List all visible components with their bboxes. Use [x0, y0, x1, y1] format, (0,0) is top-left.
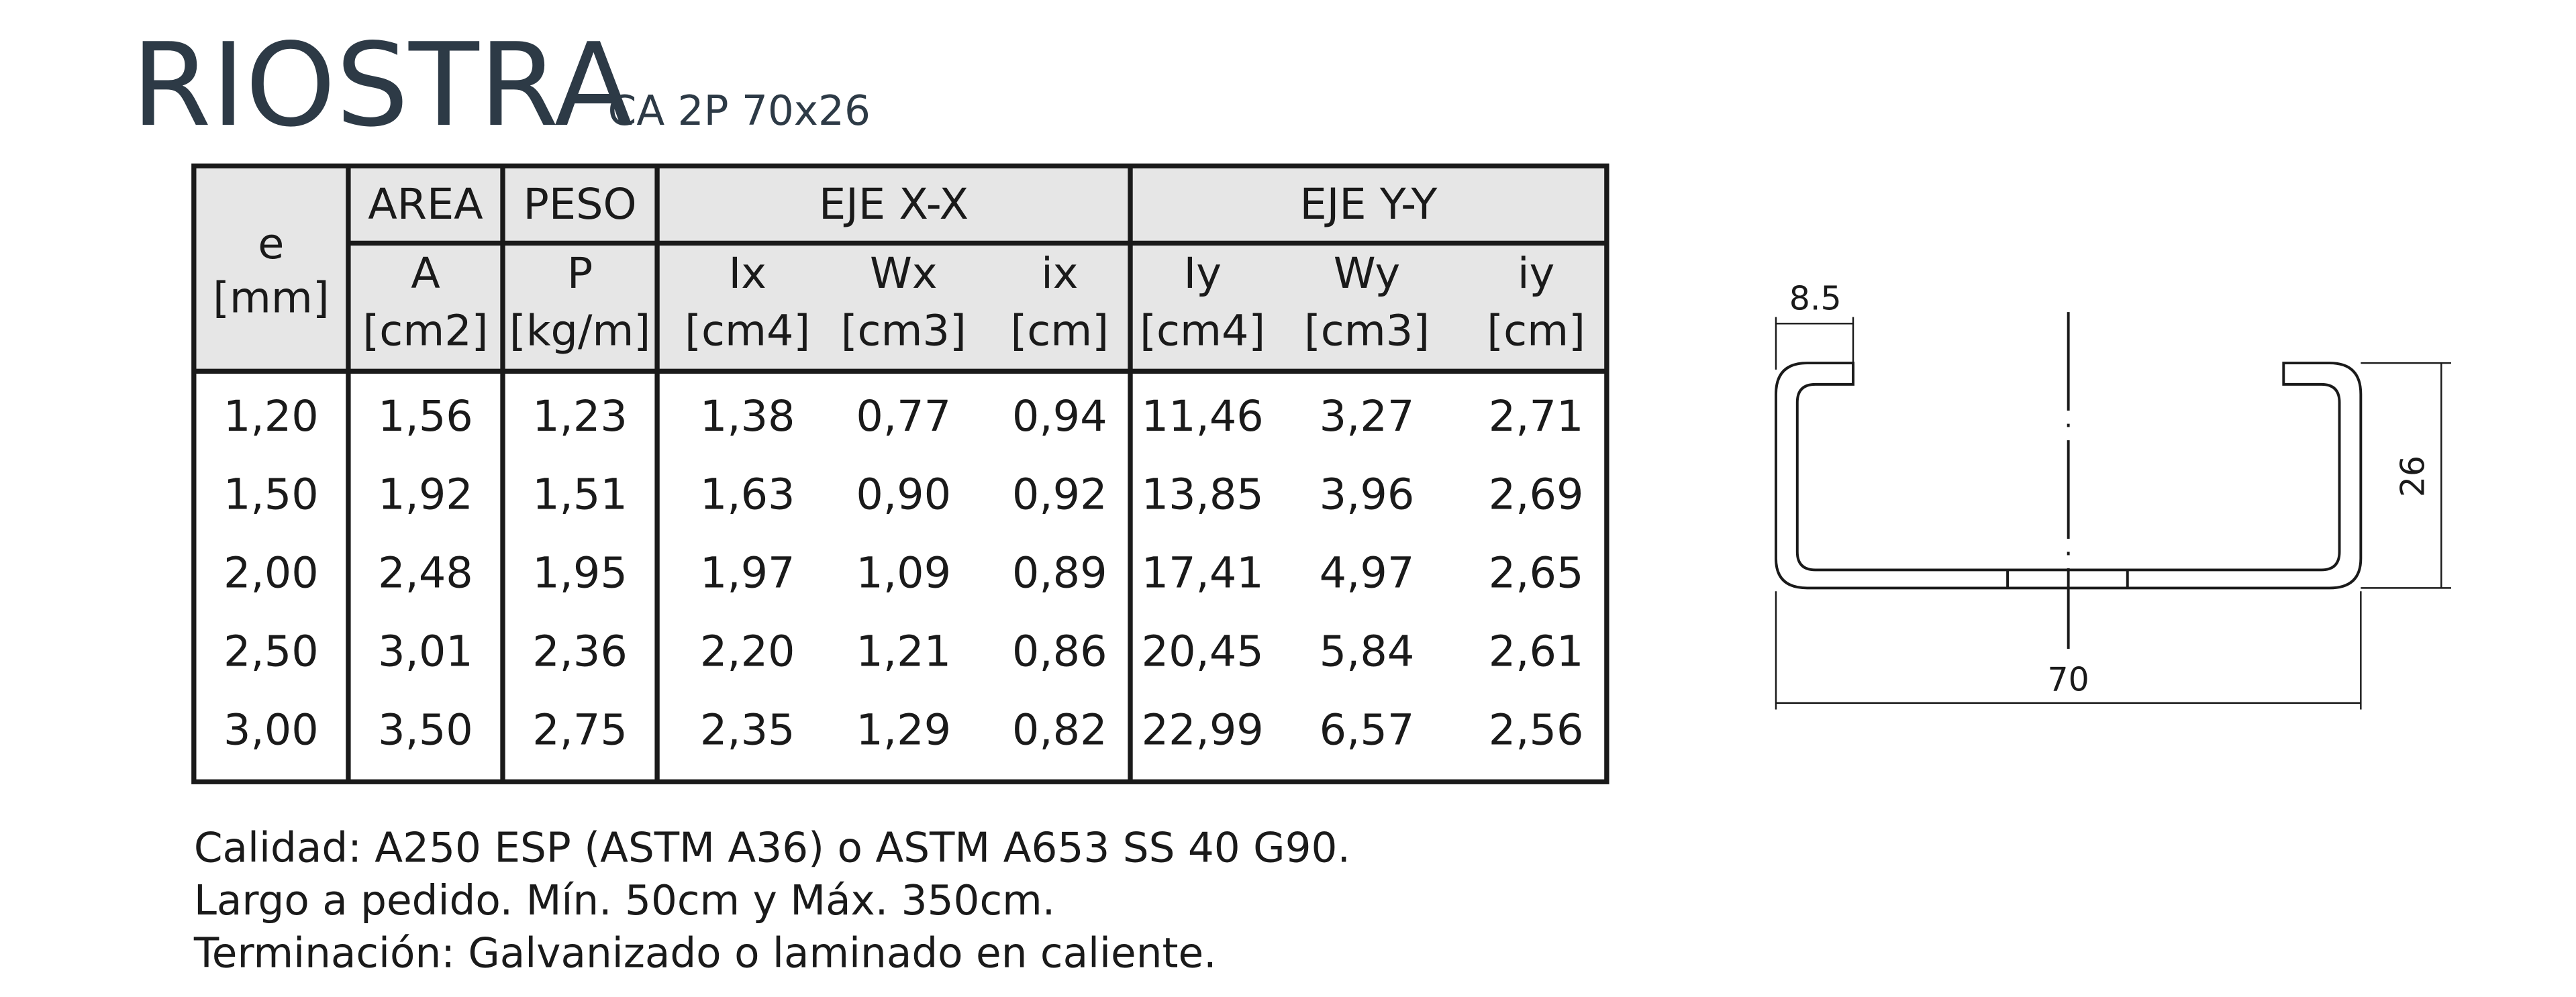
column-symbol: A — [411, 249, 440, 299]
column-symbol: ix — [1041, 249, 1078, 299]
cell: 22,99 — [1142, 705, 1264, 755]
profile — [1775, 362, 2363, 590]
cell: 2,48 — [378, 549, 473, 598]
profile-drawing — [1775, 312, 2451, 710]
column-unit: [cm2] — [362, 307, 488, 356]
cell: 2,00 — [224, 549, 319, 598]
table-border — [191, 163, 1609, 784]
cell: 17,41 — [1142, 549, 1264, 598]
cell: 2,20 — [700, 627, 795, 676]
cell: 3,50 — [378, 705, 473, 755]
column-unit: [mm] — [213, 274, 330, 323]
lip-dimension: 8.5 — [1789, 280, 1842, 318]
column-symbol: Ix — [728, 249, 766, 299]
cell: 2,61 — [1489, 627, 1584, 676]
cell: 1,56 — [378, 392, 473, 441]
cell: 2,50 — [224, 627, 319, 676]
group-header: AREA — [368, 180, 483, 229]
cell: 0,90 — [856, 470, 951, 520]
cell: 2,36 — [532, 627, 628, 676]
cell: 0,77 — [856, 392, 951, 441]
column-unit: [cm] — [1487, 307, 1585, 356]
width-dimension: 70 — [2048, 660, 2089, 698]
cell: 3,00 — [224, 705, 319, 755]
cell: 0,92 — [1012, 470, 1107, 520]
cell: 2,75 — [532, 705, 628, 755]
cell: 0,86 — [1012, 627, 1107, 676]
cell: 1,50 — [224, 470, 319, 520]
column-unit: [cm4] — [685, 307, 810, 356]
cell: 4,97 — [1320, 549, 1415, 598]
group-header: PESO — [524, 180, 637, 229]
cell: 6,57 — [1320, 705, 1415, 755]
cell: 1,29 — [856, 705, 951, 755]
cell: 1,09 — [856, 549, 951, 598]
column-unit: [cm3] — [1304, 307, 1430, 356]
cell: 1,38 — [700, 392, 795, 441]
cell: 0,94 — [1012, 392, 1107, 441]
cell: 1,95 — [532, 549, 628, 598]
cell: 3,01 — [378, 627, 473, 676]
column-unit: [cm] — [1010, 307, 1109, 356]
cell: 2,71 — [1489, 392, 1584, 441]
cell: 0,82 — [1012, 705, 1107, 755]
cell: 2,56 — [1489, 705, 1584, 755]
column-symbol: Wx — [870, 249, 938, 299]
subtitle: CA 2P 70x26 — [608, 87, 871, 135]
column-symbol: iy — [1518, 249, 1554, 299]
group-header: EJE Y-Y — [1299, 180, 1437, 229]
cell: 1,92 — [378, 470, 473, 520]
table — [191, 163, 1609, 784]
cell: 20,45 — [1142, 627, 1264, 676]
cell: 2,69 — [1489, 470, 1584, 520]
cell: 1,97 — [700, 549, 795, 598]
note: Terminación: Galvanizado o laminado en c… — [193, 929, 1217, 977]
title: RIOSTRA — [132, 19, 633, 152]
column-symbol: Iy — [1184, 249, 1222, 299]
cell: 1,51 — [532, 470, 628, 520]
cell: 1,63 — [700, 470, 795, 520]
note: Largo a pedido. Mín. 50cm y Máx. 350cm. — [194, 877, 1055, 925]
header-bg — [193, 166, 1607, 372]
cell: 13,85 — [1142, 470, 1264, 520]
cell: 3,27 — [1320, 392, 1415, 441]
column-unit: [cm4] — [1140, 307, 1265, 356]
height-dimension: 26 — [2394, 456, 2432, 497]
cell: 3,96 — [1320, 470, 1415, 520]
column-unit: [cm3] — [841, 307, 967, 356]
cell: 11,46 — [1142, 392, 1264, 441]
cell: 1,23 — [532, 392, 628, 441]
column-unit: [kg/m] — [509, 307, 650, 356]
column-symbol: P — [567, 249, 593, 299]
cell: 2,65 — [1489, 549, 1584, 598]
column-symbol: Wy — [1334, 249, 1400, 299]
cell: 2,35 — [700, 705, 795, 755]
cell: 1,21 — [856, 627, 951, 676]
column-symbol: e — [258, 219, 284, 269]
cell: 1,20 — [224, 392, 319, 441]
group-header: EJE X-X — [819, 180, 969, 229]
cell: 0,89 — [1012, 549, 1107, 598]
note: Calidad: A250 ESP (ASTM A36) o ASTM A653… — [194, 825, 1350, 872]
cell: 5,84 — [1320, 627, 1415, 676]
